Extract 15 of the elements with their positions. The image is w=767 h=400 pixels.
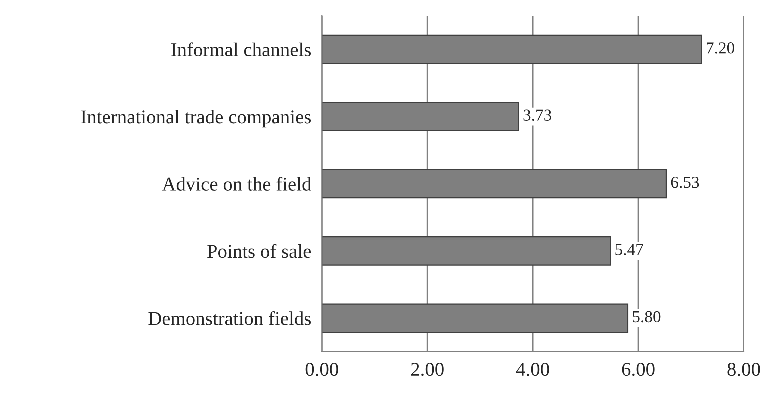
data-label: 5.80 bbox=[633, 311, 661, 323]
x-tick-label: 6.00 bbox=[622, 362, 655, 376]
x-tick-label: 4.00 bbox=[516, 362, 550, 376]
data-label: 3.73 bbox=[524, 110, 552, 122]
x-tick-label: 0.00 bbox=[306, 362, 338, 376]
y-tick-label: International trade companies bbox=[81, 110, 312, 128]
data-label: 7.20 bbox=[707, 42, 735, 54]
y-tick-label: Points of sale bbox=[208, 244, 312, 258]
y-tick-label: Demonstration fields bbox=[148, 311, 312, 326]
data-label: 5.47 bbox=[616, 244, 644, 256]
x-tick-label: 2.00 bbox=[411, 362, 444, 376]
y-tick-label: Informal channels bbox=[172, 42, 312, 57]
x-tick-label: 8.00 bbox=[728, 362, 760, 376]
y-tick-label: Advice on the field bbox=[162, 177, 312, 191]
data-label: 6.53 bbox=[671, 176, 700, 188]
